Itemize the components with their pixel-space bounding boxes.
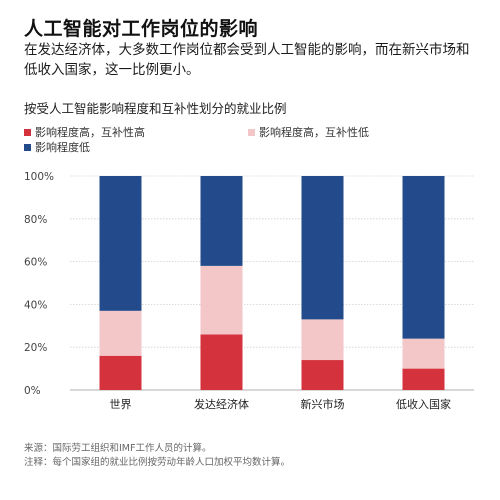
source-note: 来源：国际劳工组织和IMF工作人员的计算。 xyxy=(24,443,212,454)
legend-item-high-low: 影响程度高，互补性低 xyxy=(248,124,369,140)
legend-swatch-high-low xyxy=(248,128,255,136)
chart-heading: 按受人工智能影响程度和互补性划分的就业比例 xyxy=(24,101,287,116)
legend-swatch-low xyxy=(24,143,31,151)
bar-segment xyxy=(99,310,142,356)
bar-segment xyxy=(301,360,344,390)
x-category-label: 发达经济体 xyxy=(194,397,249,411)
chart-footer: 来源：国际劳工组织和IMF工作人员的计算。 注释：每个国家组的就业比例按劳动年龄… xyxy=(24,442,290,470)
bar-segment xyxy=(200,176,243,266)
bar-segment xyxy=(200,265,243,335)
chart-subtitle: 在发达经济体，大多数工作岗位都会受到人工智能的影响，而在新兴市场和低收入国家，这… xyxy=(24,42,470,78)
x-category-label: 低收入国家 xyxy=(396,397,451,411)
bar-segment xyxy=(301,319,344,361)
legend-label-high-low: 影响程度高，互补性低 xyxy=(259,126,369,139)
legend-label-high-high: 影响程度高，互补性高 xyxy=(35,126,145,139)
y-tick-label: 100% xyxy=(24,171,54,183)
chart-title: 人工智能对工作岗位的影响 xyxy=(24,18,259,40)
bar-segment xyxy=(402,176,445,339)
x-category-label: 世界 xyxy=(110,398,132,411)
y-tick-label: 20% xyxy=(24,342,47,354)
stacked-bar-chart: 0% 20% 40% 60% 80% 100% 世界 发达经济体 新兴市场 低收入国家 xyxy=(24,171,474,411)
y-tick-label: 60% xyxy=(24,257,47,269)
bar-segment xyxy=(99,176,142,311)
x-category-label: 新兴市场 xyxy=(301,397,345,411)
bar-segment xyxy=(402,338,445,369)
weighting-note: 注释：每个国家组的就业比例按劳动年龄人口加权平均数计算。 xyxy=(24,457,291,468)
legend-label-low: 影响程度低 xyxy=(35,141,90,154)
legend-item-high-high: 影响程度高，互补性高 xyxy=(24,124,145,140)
y-tick-label: 80% xyxy=(24,214,47,226)
bar-segment xyxy=(99,355,142,390)
legend-item-low: 影响程度低 xyxy=(24,139,90,155)
bar-segment xyxy=(402,368,445,390)
y-tick-label: 0% xyxy=(24,385,41,397)
y-tick-label: 40% xyxy=(24,299,47,311)
legend-swatch-high-high xyxy=(24,128,31,136)
bar-segment xyxy=(200,334,243,390)
bar-segment xyxy=(301,176,344,320)
